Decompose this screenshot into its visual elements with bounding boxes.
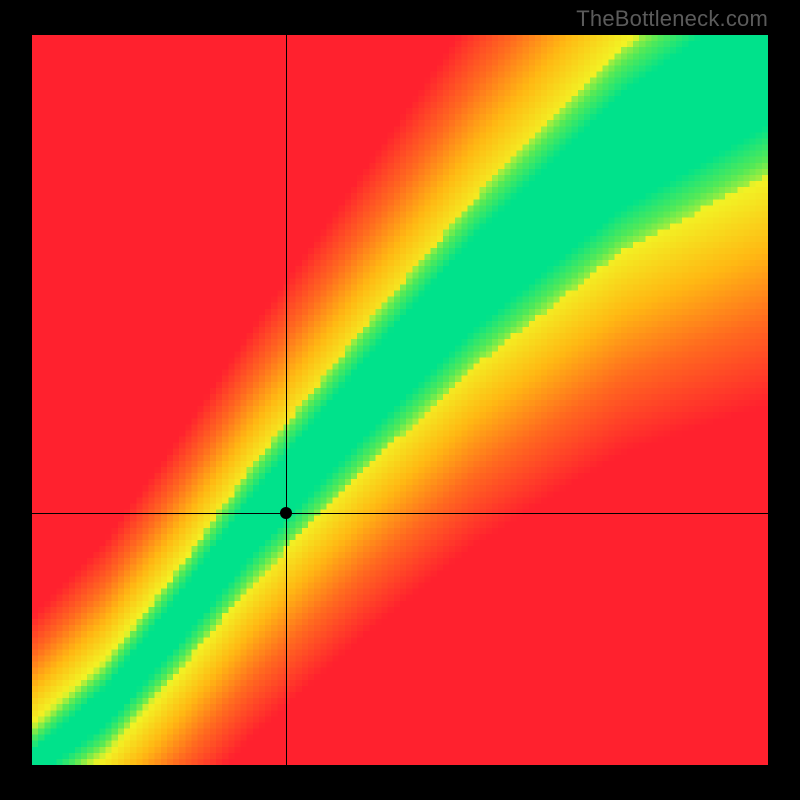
crosshair-vertical: [286, 35, 287, 765]
heatmap-canvas: [32, 35, 768, 765]
marker-point: [280, 507, 292, 519]
watermark-text: TheBottleneck.com: [576, 6, 768, 32]
heatmap-plot: [32, 35, 768, 765]
crosshair-horizontal: [32, 513, 768, 514]
